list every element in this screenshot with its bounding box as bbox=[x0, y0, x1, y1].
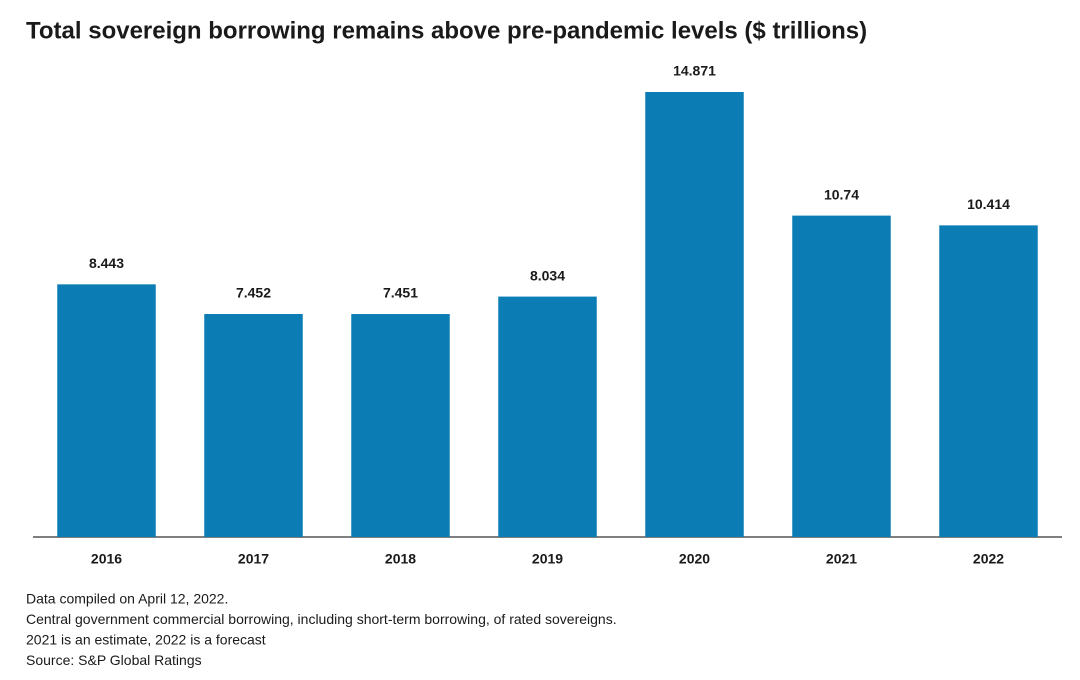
value-label: 8.443 bbox=[89, 255, 124, 271]
bar bbox=[351, 314, 450, 537]
x-tick-label: 2020 bbox=[679, 551, 710, 567]
value-label: 14.871 bbox=[673, 63, 716, 79]
value-label: 10.414 bbox=[967, 196, 1010, 212]
footnote: Source: S&P Global Ratings bbox=[26, 652, 202, 668]
footnote: 2021 is an estimate, 2022 is a forecast bbox=[26, 632, 266, 648]
x-tick-label: 2021 bbox=[826, 551, 857, 567]
footnote: Data compiled on April 12, 2022. bbox=[26, 591, 228, 607]
value-label: 7.451 bbox=[383, 285, 418, 301]
footnote: Central government commercial borrowing,… bbox=[26, 611, 617, 627]
bar bbox=[792, 215, 891, 538]
value-label: 10.74 bbox=[824, 186, 859, 202]
bar bbox=[645, 92, 744, 537]
x-tick-label: 2022 bbox=[973, 551, 1004, 567]
x-tick-label: 2019 bbox=[532, 551, 563, 567]
bar bbox=[498, 296, 597, 537]
chart-title: Total sovereign borrowing remains above … bbox=[26, 17, 867, 44]
bar bbox=[57, 284, 156, 537]
value-label: 7.452 bbox=[236, 285, 271, 301]
x-tick-label: 2017 bbox=[238, 551, 269, 567]
x-tick-label: 2016 bbox=[91, 551, 122, 567]
bar bbox=[939, 225, 1038, 537]
value-label: 8.034 bbox=[530, 267, 565, 283]
x-tick-label: 2018 bbox=[385, 551, 416, 567]
bar bbox=[204, 314, 303, 537]
